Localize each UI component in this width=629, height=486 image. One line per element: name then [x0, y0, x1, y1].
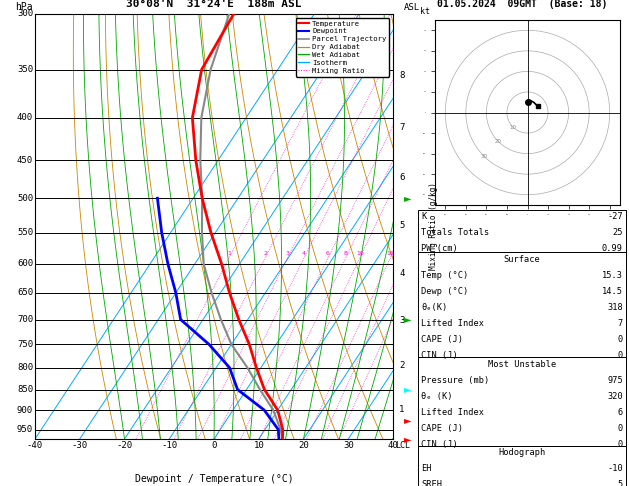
Text: 30°08'N  31°24'E  188m ASL: 30°08'N 31°24'E 188m ASL	[126, 0, 302, 9]
Text: 14.5: 14.5	[602, 287, 623, 296]
Legend: Temperature, Dewpoint, Parcel Trajectory, Dry Adiabat, Wet Adiabat, Isotherm, Mi: Temperature, Dewpoint, Parcel Trajectory…	[296, 17, 389, 77]
Text: 500: 500	[17, 194, 33, 203]
Text: 975: 975	[607, 376, 623, 384]
Text: Lifted Index: Lifted Index	[421, 408, 484, 417]
Text: Surface: Surface	[504, 255, 540, 264]
Text: ►: ►	[404, 193, 412, 203]
Text: 800: 800	[17, 363, 33, 372]
Text: 950: 950	[17, 425, 33, 434]
Text: 850: 850	[17, 385, 33, 394]
Text: 20: 20	[298, 441, 309, 451]
Text: ►: ►	[404, 434, 412, 444]
Text: 0: 0	[211, 441, 216, 451]
Text: -20: -20	[116, 441, 133, 451]
Text: 300: 300	[17, 10, 33, 18]
Text: 550: 550	[17, 228, 33, 237]
Text: 0.99: 0.99	[602, 244, 623, 253]
Text: 6: 6	[399, 173, 404, 182]
Text: Lifted Index: Lifted Index	[421, 319, 484, 328]
Text: 10: 10	[509, 124, 516, 130]
Text: 4: 4	[302, 251, 306, 256]
Text: LCL: LCL	[396, 441, 411, 451]
Text: hPa: hPa	[16, 1, 33, 12]
Text: θₑ(K): θₑ(K)	[421, 303, 447, 312]
Text: Mixing Ratio (g/kg): Mixing Ratio (g/kg)	[430, 183, 438, 270]
Text: Dewpoint / Temperature (°C): Dewpoint / Temperature (°C)	[135, 473, 293, 484]
Text: 20: 20	[495, 139, 502, 144]
Text: km
ASL: km ASL	[404, 0, 420, 12]
Text: 0: 0	[618, 351, 623, 360]
Text: kt: kt	[420, 7, 430, 17]
Text: 01.05.2024  09GMT  (Base: 18): 01.05.2024 09GMT (Base: 18)	[437, 0, 607, 9]
Text: 25: 25	[613, 228, 623, 237]
Text: 2: 2	[263, 251, 267, 256]
Text: 318: 318	[607, 303, 623, 312]
Text: 30: 30	[481, 154, 487, 158]
Text: PW (cm): PW (cm)	[421, 244, 458, 253]
Text: Dewp (°C): Dewp (°C)	[421, 287, 469, 296]
Text: 400: 400	[17, 113, 33, 122]
Text: 0: 0	[618, 440, 623, 449]
Text: 1: 1	[227, 251, 231, 256]
Text: SREH: SREH	[421, 480, 442, 486]
Text: 320: 320	[607, 392, 623, 400]
Text: Pressure (mb): Pressure (mb)	[421, 376, 489, 384]
Text: Hodograph: Hodograph	[498, 449, 545, 457]
Text: 3: 3	[286, 251, 289, 256]
Text: 10: 10	[253, 441, 264, 451]
Text: 5: 5	[618, 480, 623, 486]
Text: ►: ►	[404, 415, 412, 425]
Text: 700: 700	[17, 315, 33, 324]
Text: 600: 600	[17, 260, 33, 268]
Text: θₑ (K): θₑ (K)	[421, 392, 453, 400]
Text: 16: 16	[387, 251, 394, 256]
Text: 0: 0	[618, 424, 623, 433]
Text: 0: 0	[618, 335, 623, 344]
Text: 6: 6	[618, 408, 623, 417]
Text: -10: -10	[607, 465, 623, 473]
Text: -40: -40	[27, 441, 43, 451]
Text: -27: -27	[607, 212, 623, 222]
Text: 750: 750	[17, 340, 33, 349]
Text: -10: -10	[161, 441, 177, 451]
Text: CAPE (J): CAPE (J)	[421, 335, 463, 344]
Text: -30: -30	[72, 441, 88, 451]
Text: 7: 7	[399, 123, 404, 132]
Text: 1: 1	[399, 405, 404, 414]
Text: Temp (°C): Temp (°C)	[421, 271, 469, 280]
Text: 10: 10	[356, 251, 364, 256]
Text: 15.3: 15.3	[602, 271, 623, 280]
Text: 650: 650	[17, 288, 33, 297]
Text: 5: 5	[399, 222, 404, 230]
Text: 900: 900	[17, 406, 33, 415]
Text: Most Unstable: Most Unstable	[488, 360, 556, 368]
Text: ►: ►	[404, 384, 412, 395]
Text: K: K	[421, 212, 426, 222]
Text: 6: 6	[326, 251, 330, 256]
Text: 2: 2	[399, 361, 404, 370]
Text: CIN (J): CIN (J)	[421, 351, 458, 360]
Text: 4: 4	[399, 269, 404, 278]
Text: CIN (J): CIN (J)	[421, 440, 458, 449]
Text: EH: EH	[421, 465, 431, 473]
Text: 8: 8	[344, 251, 348, 256]
Text: ►: ►	[404, 314, 412, 325]
Text: 7: 7	[618, 319, 623, 328]
Text: 40: 40	[387, 441, 398, 451]
Text: Totals Totals: Totals Totals	[421, 228, 489, 237]
Text: 450: 450	[17, 156, 33, 165]
Text: 8: 8	[399, 71, 404, 80]
Text: 3: 3	[399, 315, 404, 325]
Text: CAPE (J): CAPE (J)	[421, 424, 463, 433]
Text: 350: 350	[17, 65, 33, 74]
Text: 30: 30	[343, 441, 353, 451]
